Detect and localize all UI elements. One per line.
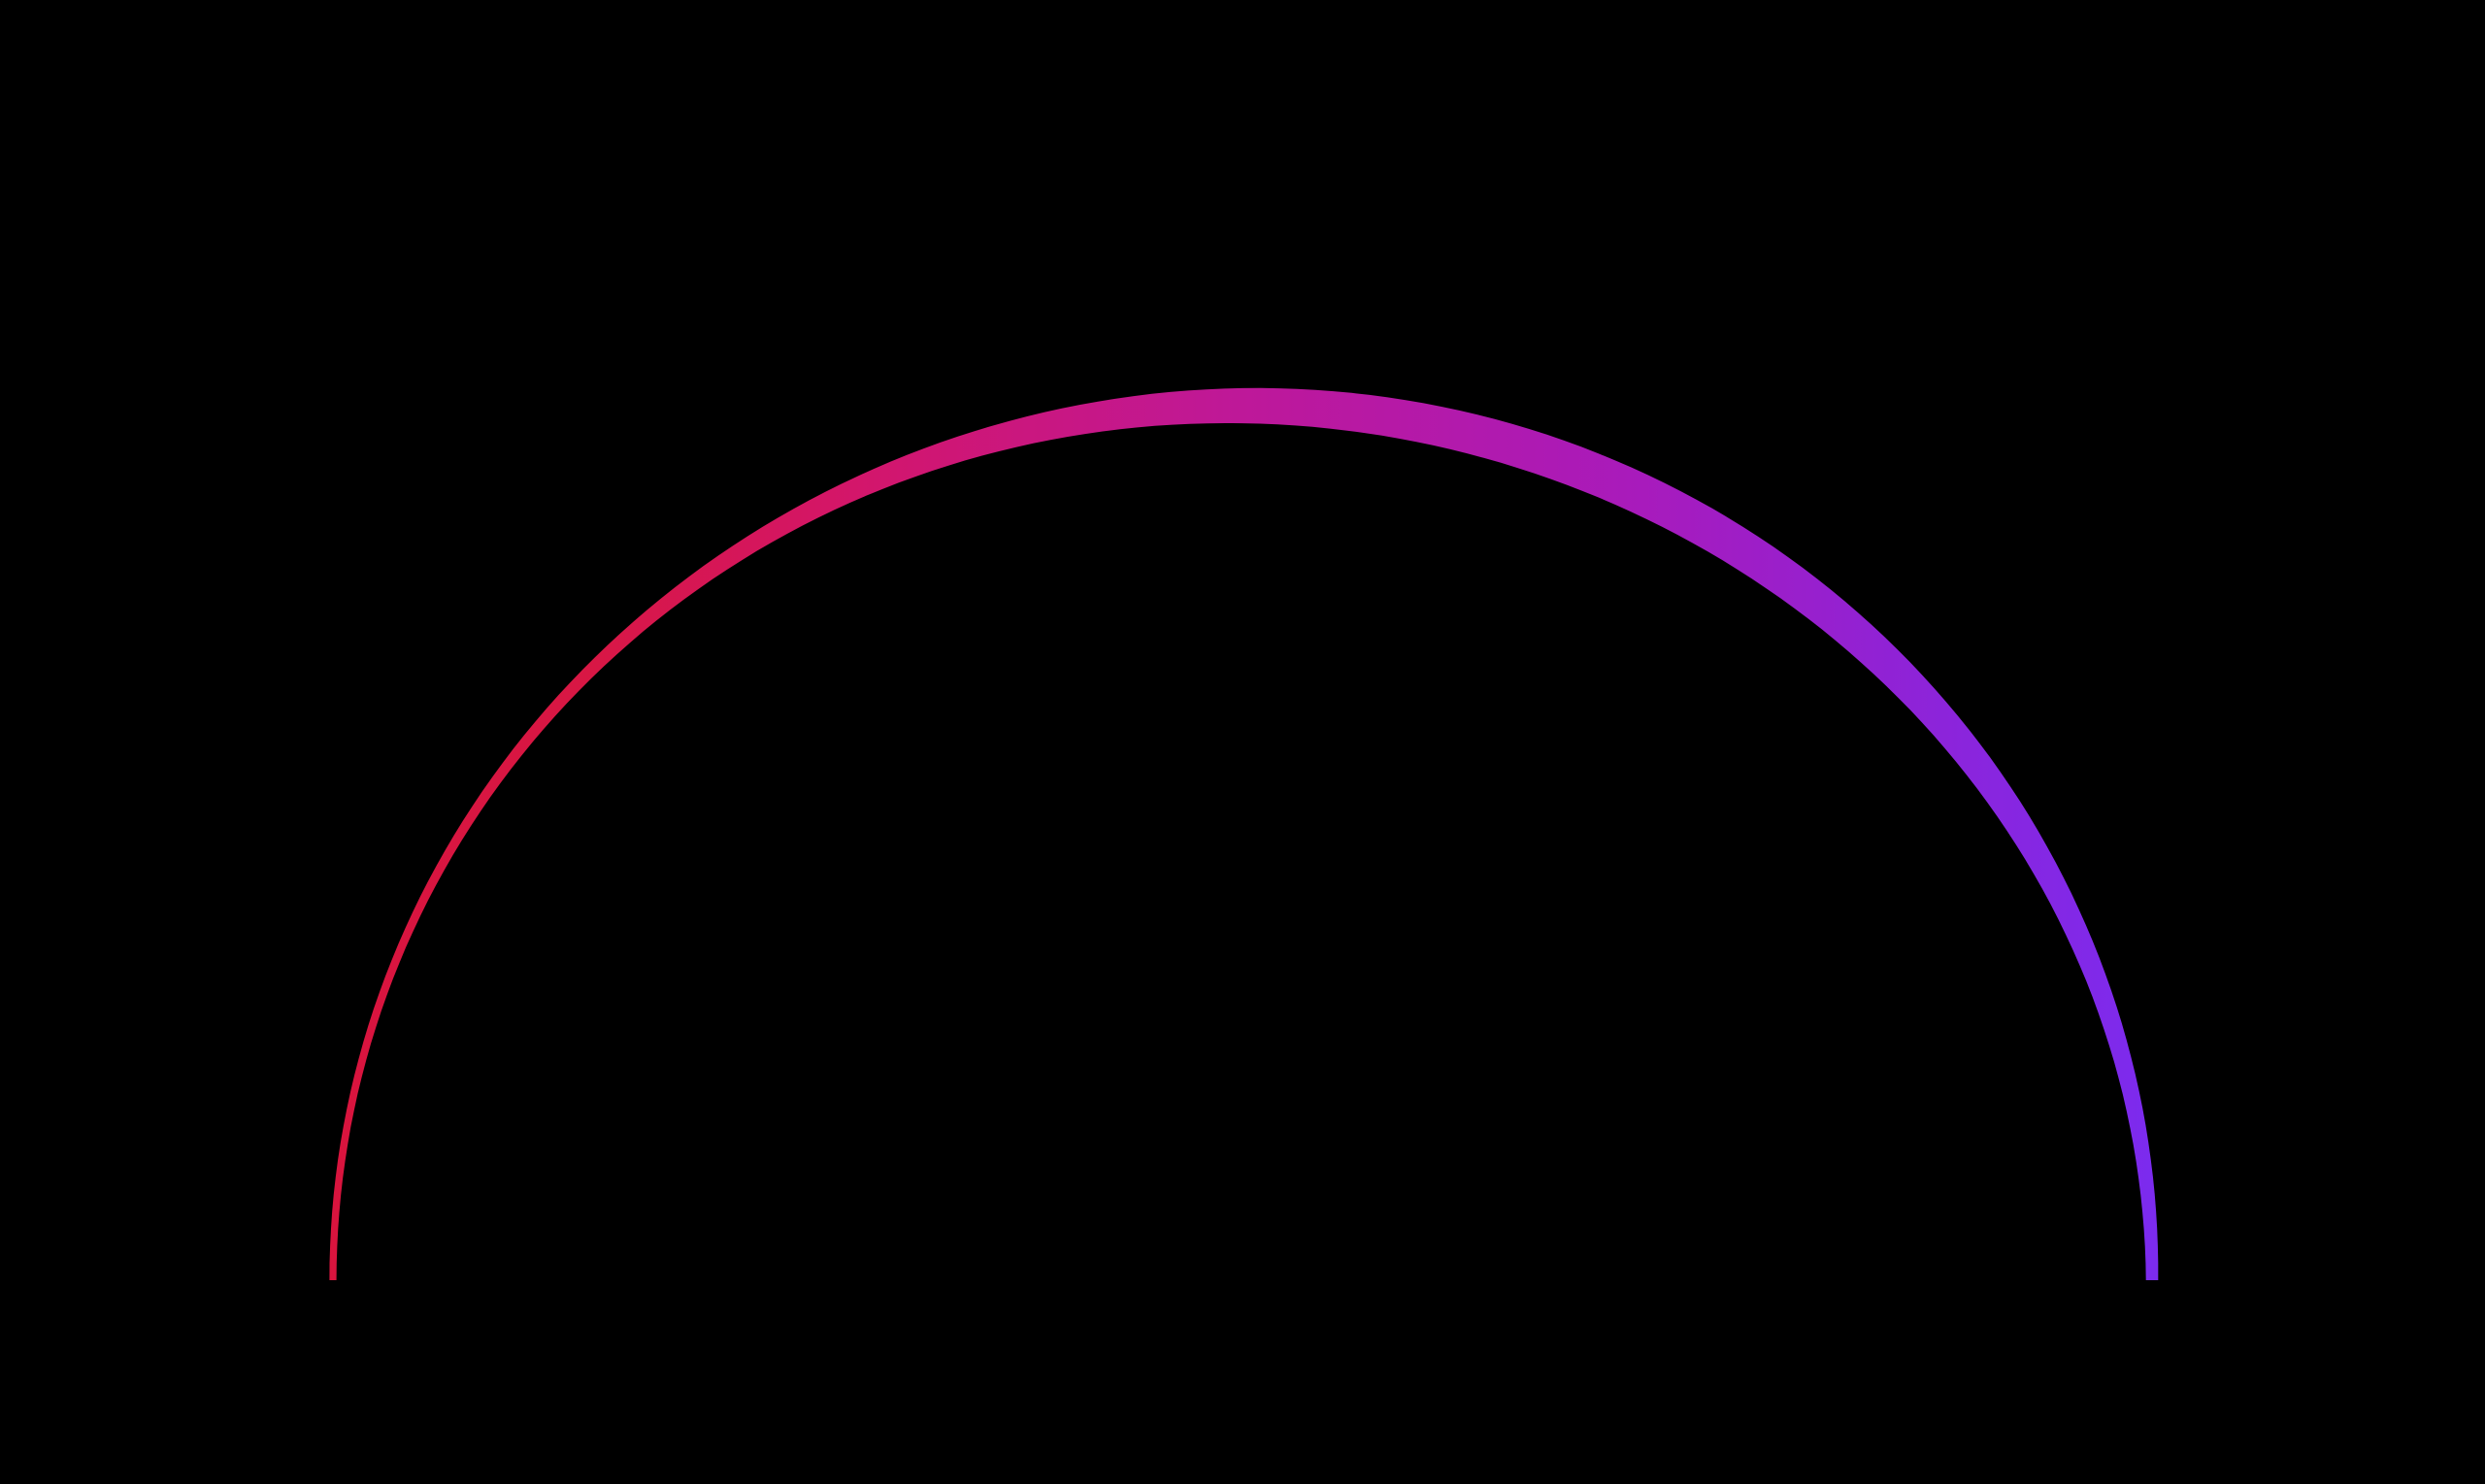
plot-background — [0, 0, 2485, 1484]
arc-plot — [0, 0, 2485, 1484]
figure-canvas — [0, 0, 2485, 1484]
